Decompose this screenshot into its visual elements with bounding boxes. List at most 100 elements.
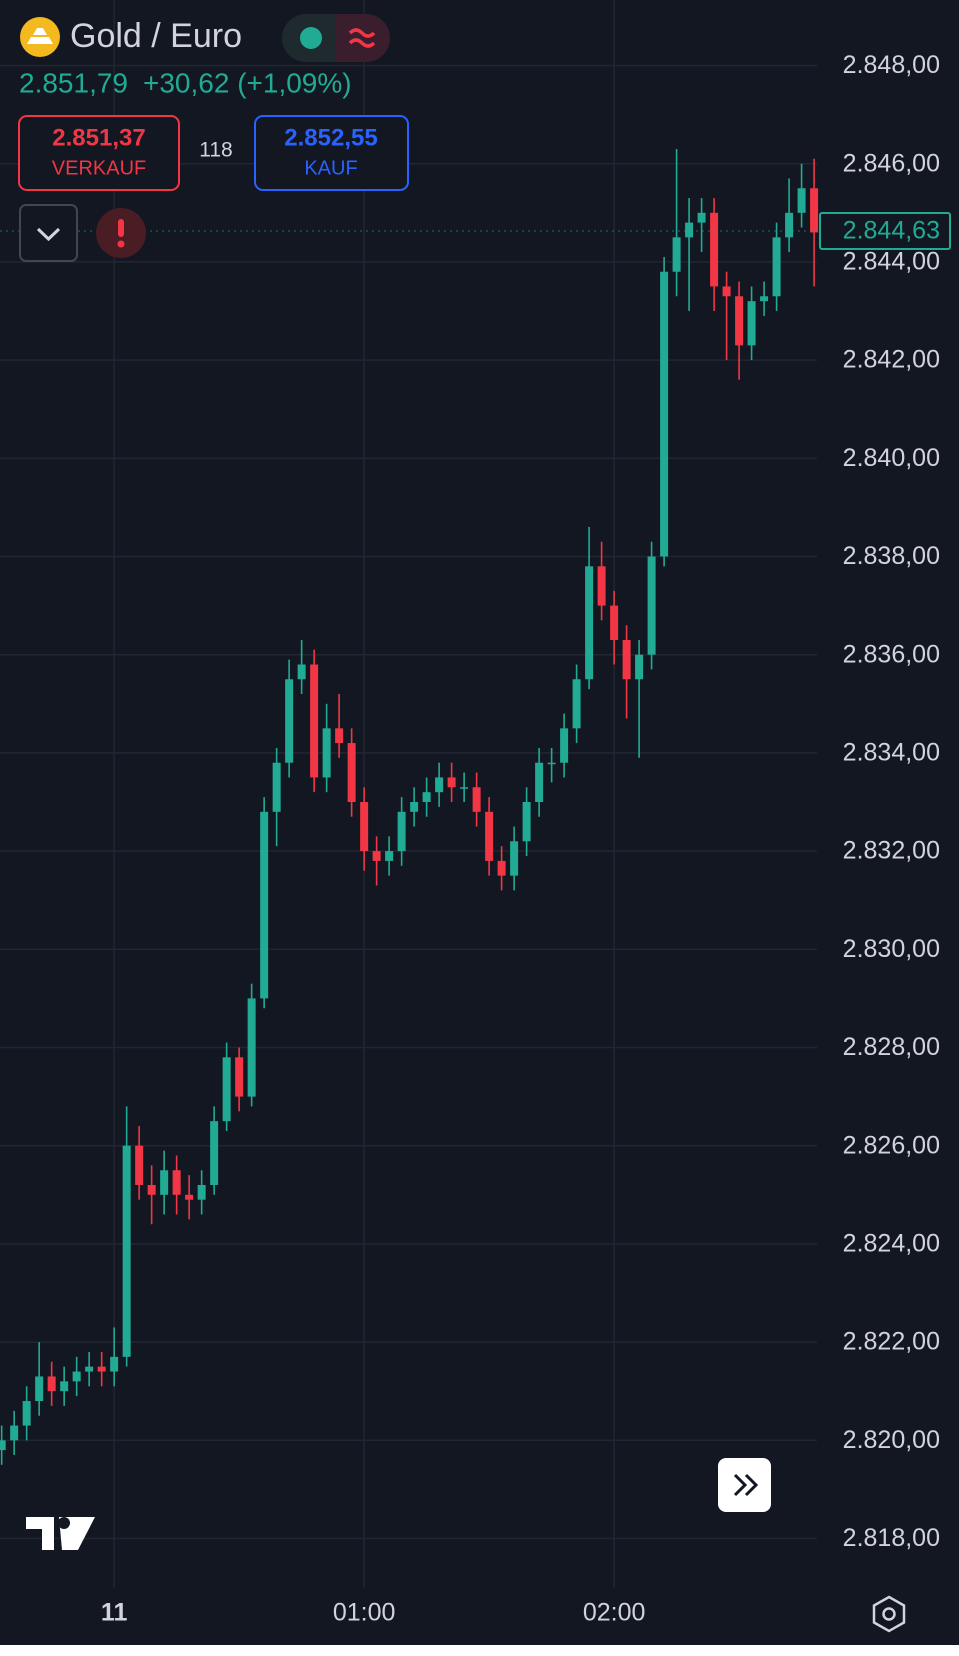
candle-body [697,212,706,223]
double-chevron-icon [733,1473,759,1497]
buy-price: 2.852,55 [284,124,377,151]
settings-icon-center [882,1607,896,1621]
candle-body [485,811,494,861]
candle-body [35,1376,44,1402]
y-tick-label: 2.818,00 [843,1524,940,1552]
sell-button[interactable] [18,115,180,191]
candle-body [110,1356,119,1372]
candle-body [210,1121,219,1185]
candle-body [572,679,581,729]
candle-body [360,802,369,852]
candle-body [397,811,406,852]
candle-body [285,679,294,763]
candle-body [672,237,681,272]
alert-icon [118,219,124,237]
chevron-icon [36,227,61,242]
candle-body [747,301,756,346]
y-tick-label: 2.822,00 [843,1328,940,1356]
candle-body [185,1194,194,1200]
candle-body [297,664,306,680]
candle-body [85,1366,94,1372]
candle-body [235,1057,244,1097]
candle-body [60,1381,69,1392]
status-pill-right [336,14,390,62]
candle-body [135,1145,144,1185]
candle-body [335,728,344,744]
candle-body [497,860,506,876]
sell-label: VERKAUF [52,157,146,179]
y-tick-label: 2.836,00 [843,640,940,668]
candle-body [147,1184,156,1195]
candle-body [447,777,456,788]
symbol-icon-bars [27,28,53,44]
y-tick-label: 2.824,00 [843,1230,940,1258]
y-tick-label: 2.826,00 [843,1131,940,1159]
candle-body [0,1440,6,1451]
candle-body [260,811,269,999]
candle-body [172,1170,181,1195]
candle-body [597,566,606,606]
candle-body [47,1376,56,1392]
candle-body [422,792,431,802]
candle-body [635,654,644,680]
tradingview-logo[interactable] [26,1517,95,1550]
candles [0,148,819,1465]
axes: 2.818,00 2.820,00 2.822,00 2.824,00 2.826,00… [0,51,951,1627]
candle-body [560,728,569,763]
candle-body [622,639,631,680]
candle-body [22,1401,31,1426]
candle-body [410,802,419,812]
candle-body [610,605,619,640]
price-change: +30,62 (+1,09%) [143,67,352,98]
alert-icon-dot [117,240,125,248]
candle-body [535,762,544,802]
candle-body [122,1145,131,1357]
y-tick-label: 2.848,00 [843,51,940,79]
symbol-title[interactable]: Gold / Euro [70,17,242,55]
last-price: 2.851,79 [19,67,128,98]
tradingview-logo-dot [58,1517,70,1529]
x-tick-label: 11 [101,1599,128,1627]
candle-body [760,296,769,302]
candle-body [647,556,656,655]
settings-icon[interactable] [872,1595,906,1633]
candle-body [310,664,319,778]
candle-body [385,851,394,861]
candle-body [735,296,744,346]
x-tick-label: 02:00 [583,1599,646,1627]
candle-body [472,787,481,812]
y-tick-label: 2.838,00 [843,542,940,570]
candle-body [660,271,669,557]
candle-body [547,762,556,765]
last-price-label: 2.844,63 [843,217,940,245]
candle-body [722,286,731,297]
spread: 118 [199,139,232,162]
y-tick-label: 2.832,00 [843,837,940,865]
y-tick-label: 2.842,00 [843,346,940,374]
y-tick-label: 2.828,00 [843,1033,940,1061]
candle-body [347,743,356,802]
market-open-dot [300,27,322,49]
y-tick-label: 2.844,00 [843,248,940,276]
candle-body [435,777,444,793]
y-tick-label: 2.846,00 [843,149,940,177]
candle-body [785,212,794,238]
candle-body [72,1371,81,1382]
candle-body [197,1184,206,1200]
candle-body [322,728,331,778]
candle-body [10,1425,19,1441]
candle-body [460,787,469,789]
y-tick-label: 2.834,00 [843,739,940,767]
candle-body [522,802,531,842]
y-tick-label: 2.840,00 [843,444,940,472]
buy-label: KAUF [304,157,357,179]
candle-body [772,237,781,297]
buy-button[interactable] [254,115,409,191]
last-price-tag [819,211,951,250]
candle-body [710,212,719,287]
collapse-button[interactable] [19,204,78,262]
candle-body [510,841,519,876]
